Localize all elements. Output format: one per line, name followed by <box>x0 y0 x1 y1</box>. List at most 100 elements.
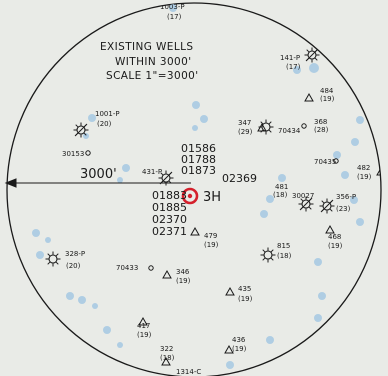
well-w484[interactable]: 484(19) <box>304 87 335 103</box>
location-circle-icon[interactable] <box>333 158 339 164</box>
gas-well-ray <box>75 124 79 128</box>
gas-well-ring <box>301 199 311 209</box>
gas-well-ray <box>262 257 266 261</box>
well-w431[interactable]: 431-P <box>142 168 174 186</box>
gas-well-icon[interactable] <box>45 251 61 267</box>
well-w30027[interactable]: 30027 <box>292 192 314 212</box>
well-w479[interactable]: 479(19) <box>190 226 219 249</box>
well-name-label: 481 <box>275 183 288 191</box>
well-w815[interactable]: 815 (18) <box>260 242 292 263</box>
center-upper-id: 01586 <box>181 142 216 155</box>
well-w70435[interactable]: 70435 <box>314 158 339 166</box>
well-w368[interactable]: 368(28) <box>301 118 329 134</box>
gas-well-ray <box>55 261 59 265</box>
gas-well-ray <box>55 253 59 257</box>
dry-hole-triangle-icon[interactable] <box>325 224 335 234</box>
well-w482[interactable]: 482(19) <box>357 164 385 181</box>
gas-well-ring <box>307 50 317 60</box>
well-depth-label: (19) <box>176 277 191 285</box>
gas-well-ray <box>300 198 304 202</box>
dry-hole-triangle-icon[interactable] <box>376 166 385 176</box>
well-depth-label: (19) <box>320 95 335 103</box>
dry-hole-triangle-icon[interactable] <box>224 344 234 354</box>
gas-well-ray <box>160 172 164 176</box>
well-w435[interactable]: 435 (19) <box>225 285 253 303</box>
oil-gas-well-icon[interactable] <box>73 122 89 138</box>
well-w328[interactable]: 328-P (20) <box>45 250 86 270</box>
gas-well-ring <box>261 122 271 132</box>
well-name-label: 1003-P <box>160 3 185 11</box>
well-depth-label: (19) <box>137 331 152 339</box>
well-w481[interactable]: 481(18) <box>273 183 288 199</box>
well-depth-label: (17) <box>286 63 301 71</box>
dry-hole-triangle-icon[interactable] <box>190 226 200 236</box>
gas-well-icon[interactable] <box>258 119 274 135</box>
well-w30153[interactable]: 30153 <box>62 150 91 158</box>
well-depth-label: (19) <box>328 242 343 250</box>
dry-hole-triangle-icon[interactable] <box>162 269 172 279</box>
gas-well-ray <box>168 180 172 184</box>
wells-layer: 1003-P(17)141-P(17)484(19)1001-P(20)3015… <box>45 3 385 376</box>
dry-hole-triangle-icon[interactable] <box>304 92 314 102</box>
well-name-label: 815 <box>277 242 290 250</box>
gas-well-ray <box>314 57 318 61</box>
well-name-label: 435 <box>238 285 251 293</box>
well-name-label: 484 <box>320 87 334 95</box>
well-w70434[interactable]: 70434 <box>258 119 301 136</box>
gas-well-ray <box>260 129 264 133</box>
well-depth-label: (23) <box>336 205 351 213</box>
location-circle-icon[interactable] <box>301 123 307 129</box>
well-w468[interactable]: 468(19) <box>325 224 343 250</box>
map-title-line2: WITHIN 3000' <box>115 56 192 68</box>
well-depth-label: (18) <box>273 191 288 199</box>
well-depth-label: (19) <box>232 345 247 353</box>
well-name-label: 141-P <box>280 54 300 62</box>
well-name-label: 417 <box>137 322 150 330</box>
well-w1001[interactable]: 1001-P (20) <box>73 110 120 138</box>
well-w417[interactable]: 417(19) <box>137 316 152 339</box>
well-name-label: 30027 <box>292 192 314 200</box>
dry-hole-triangle-icon[interactable] <box>225 286 235 296</box>
map-title-line1: EXISTING WELLS <box>100 41 193 53</box>
well-w141[interactable]: 141-P(17) <box>280 47 320 72</box>
oil-gas-well-icon[interactable] <box>298 196 314 212</box>
dry-hole-triangle-icon[interactable] <box>138 316 148 326</box>
well-depth-label: (19) <box>204 241 219 249</box>
well-depth-label: (18) <box>160 354 175 362</box>
gas-well-icon[interactable] <box>260 247 276 263</box>
well-name-label: 356-P <box>336 193 356 201</box>
dry-hole-triangle-icon[interactable] <box>161 356 171 366</box>
gas-well-ray <box>270 249 274 253</box>
id-02369: 02369 <box>222 172 257 185</box>
center-lower-id: 02370 <box>152 213 187 226</box>
well-w1003[interactable]: 1003-P (17) <box>160 3 185 21</box>
well-slash <box>74 123 88 137</box>
center-lower-id: 01883 <box>152 189 187 202</box>
well-slash <box>299 197 313 211</box>
gas-well-ray <box>262 249 266 253</box>
well-w346[interactable]: 346(19) <box>162 268 191 285</box>
oil-gas-well-icon[interactable] <box>319 198 335 214</box>
well-name-label: 347 <box>238 119 251 127</box>
radius-label: 3000' <box>80 167 117 182</box>
location-circle-icon[interactable] <box>148 265 154 271</box>
well-w322[interactable]: 322(18) <box>160 345 175 366</box>
gas-well-ring <box>161 173 171 183</box>
well-name-label: 30153 <box>62 150 84 158</box>
gas-well-ray <box>268 121 272 125</box>
gas-well-ray <box>47 253 51 257</box>
gas-well-ray <box>260 121 264 125</box>
center-lower-ids: 01883 01885 02370 02371 <box>152 189 187 238</box>
well-w356[interactable]: 356-P (23) <box>319 193 357 214</box>
well-slash <box>320 199 334 213</box>
well-w1314[interactable]: 1314-C <box>176 368 201 376</box>
center-lower-id: 02371 <box>152 225 187 238</box>
well-depth-label: (18) <box>277 252 292 260</box>
oil-gas-well-icon[interactable] <box>158 170 174 186</box>
location-circle-icon[interactable] <box>85 150 91 156</box>
well-w70433[interactable]: 70433 <box>116 264 154 272</box>
oil-gas-well-icon[interactable] <box>304 47 320 63</box>
well-w436[interactable]: 436(19) <box>224 336 247 354</box>
center-well-marker[interactable] <box>181 187 199 205</box>
